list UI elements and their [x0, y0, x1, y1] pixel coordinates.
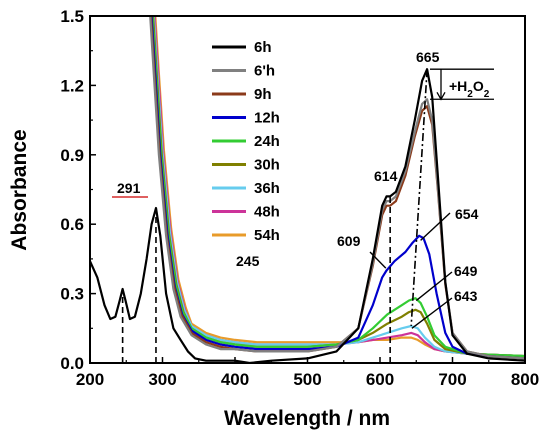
peak-label-654: 654: [455, 206, 479, 222]
y-axis-title: Absorbance: [8, 129, 31, 250]
h2o2-bracket: +H2O2: [430, 68, 494, 101]
legend-label: 30h: [254, 157, 280, 174]
legend-label: 6h: [254, 39, 272, 56]
x-tick-label: 200: [76, 370, 104, 389]
series-line-4: [151, 16, 525, 358]
guide-dash: [410, 69, 428, 327]
peak-annotations: 245 291 614 665 654 609 649 643: [112, 49, 479, 329]
bracket-arrowhead: [436, 91, 446, 101]
y-tick-label: 0.3: [60, 285, 84, 304]
legend-label: 36h: [254, 180, 280, 197]
guide-lines: [121, 69, 428, 363]
peak-label-291: 291: [117, 180, 141, 196]
x-tick-label: 300: [148, 370, 176, 389]
peak-label-245: 245: [236, 253, 260, 269]
y-tick-label: 1.5: [60, 7, 84, 26]
peak-label-614: 614: [374, 168, 398, 184]
legend-label: 48h: [254, 204, 280, 221]
y-tick-label: 1.2: [60, 76, 84, 95]
peak-label-609: 609: [337, 233, 361, 249]
peak-label-665: 665: [416, 49, 440, 65]
series-line-2: [149, 16, 525, 360]
series-line-5: [152, 16, 525, 358]
legend-label: 9h: [254, 86, 272, 103]
x-tick-label: 800: [511, 370, 539, 389]
legend-label: 54h: [254, 227, 280, 244]
y-axis: 0.0 0.3 0.6 0.9 1.2 1.5: [60, 7, 96, 373]
y-tick-label: 0.0: [60, 354, 84, 373]
annotation-pointer: [415, 271, 453, 302]
x-tick-label: 700: [438, 370, 466, 389]
series-line-8: [154, 16, 525, 358]
series-line-6: [152, 16, 525, 358]
legend-label: 6'h: [254, 63, 275, 80]
series-line-1: [149, 16, 525, 360]
x-tick-label: 400: [221, 370, 249, 389]
series-line-7: [153, 16, 525, 358]
x-axis-title: Wavelength / nm: [224, 407, 390, 430]
peak-label-643: 643: [454, 288, 478, 304]
peak-label-649: 649: [454, 263, 478, 279]
x-tick-label: 500: [293, 370, 321, 389]
annotation-pointer: [369, 251, 387, 269]
legend-label: 12h: [254, 110, 280, 127]
y-tick-label: 0.9: [60, 146, 84, 165]
x-tick-label: 600: [366, 370, 394, 389]
h2o2-label: +H2O2: [449, 78, 490, 100]
annotation-pointer: [411, 297, 453, 329]
x-axis: 200 300 400 500 600 700 800: [76, 357, 539, 389]
y-tick-label: 0.6: [60, 215, 84, 234]
annotation-pointer: [420, 212, 451, 241]
legend: 6h 6'h 9h 12h 24h 30h 36h 48h 54h: [212, 39, 280, 244]
series-line-3: [150, 16, 525, 360]
legend-label: 24h: [254, 133, 280, 150]
